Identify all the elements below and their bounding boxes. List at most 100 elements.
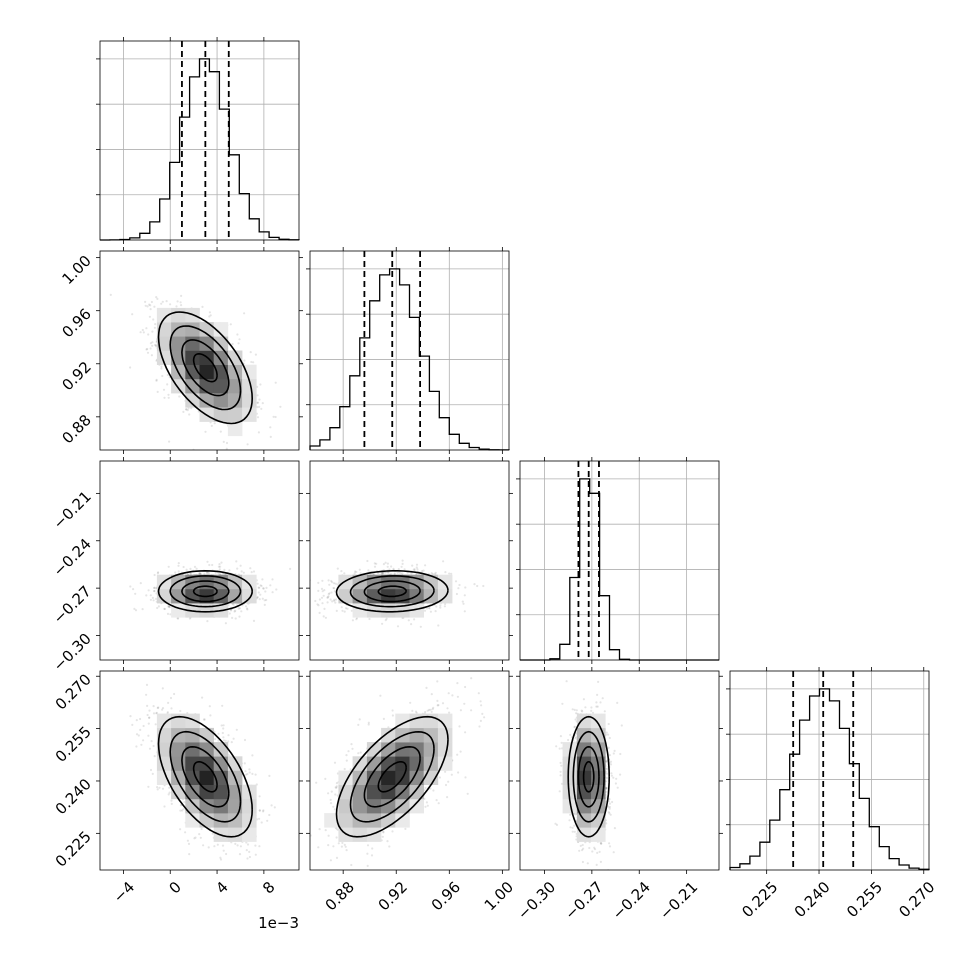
contour-level-2 xyxy=(349,575,435,608)
sample-point xyxy=(177,564,180,567)
sample-point xyxy=(237,342,240,345)
sample-point xyxy=(156,706,159,710)
panel-frame xyxy=(99,40,300,241)
sample-point xyxy=(317,581,320,585)
sample-point xyxy=(207,846,210,849)
sample-point xyxy=(229,609,233,612)
sample-point xyxy=(167,605,170,608)
density-cell xyxy=(156,588,172,604)
contour-level-2 xyxy=(169,575,242,608)
sample-point xyxy=(206,620,209,623)
sample-point xyxy=(166,612,170,616)
sample-point xyxy=(161,374,164,378)
sample-point xyxy=(367,569,370,572)
sample-point xyxy=(333,598,336,601)
panel-content xyxy=(109,293,282,450)
sample-point xyxy=(235,728,238,731)
sample-point xyxy=(386,571,389,574)
sample-point xyxy=(153,589,156,593)
sample-point xyxy=(165,300,168,303)
sample-point xyxy=(209,314,212,317)
sample-point xyxy=(155,379,158,382)
sample-point xyxy=(228,569,231,572)
sample-point xyxy=(153,586,156,590)
sample-point xyxy=(229,323,232,326)
sample-point xyxy=(381,572,384,575)
sample-point xyxy=(262,587,265,590)
sample-point xyxy=(401,562,404,566)
sample-point xyxy=(240,570,243,573)
sample-point xyxy=(320,587,324,591)
sample-point xyxy=(145,693,148,696)
sample-point xyxy=(463,610,466,613)
sample-point xyxy=(351,619,354,622)
sample-point xyxy=(245,607,249,610)
sample-point xyxy=(444,602,447,606)
sample-point xyxy=(430,572,433,575)
sample-point xyxy=(158,786,161,789)
sample-point xyxy=(209,714,212,717)
sample-point xyxy=(263,603,266,607)
contour-level-2 xyxy=(169,325,242,411)
sample-point xyxy=(358,568,361,571)
sample-point xyxy=(462,602,465,605)
sample-point xyxy=(142,331,145,334)
sample-point xyxy=(161,687,164,690)
density-cell xyxy=(227,421,243,437)
density-cell xyxy=(381,603,396,618)
scatter-panel-2-0 xyxy=(99,460,300,661)
sample-point xyxy=(314,599,317,603)
sample-point xyxy=(198,572,201,575)
sample-point xyxy=(201,305,204,308)
sample-point xyxy=(249,876,251,878)
density-cell xyxy=(242,393,257,408)
sample-point xyxy=(274,381,277,384)
sample-point xyxy=(151,341,154,344)
sample-point xyxy=(403,568,406,571)
sample-point xyxy=(380,571,384,575)
sample-point xyxy=(149,308,152,311)
sample-point xyxy=(204,430,207,433)
sample-point xyxy=(258,809,261,812)
sample-point xyxy=(328,592,331,595)
contour-level-1 xyxy=(181,339,230,397)
sample-point xyxy=(444,571,447,574)
sample-point xyxy=(251,772,254,776)
sample-point xyxy=(237,607,240,610)
panel-content xyxy=(129,683,276,878)
sample-point xyxy=(259,593,262,596)
sample-point xyxy=(133,607,136,611)
sample-point xyxy=(180,304,183,307)
sample-point xyxy=(416,568,419,571)
sample-point xyxy=(139,582,142,585)
sample-point xyxy=(243,738,247,742)
sample-point xyxy=(167,793,170,796)
sample-point xyxy=(322,615,325,618)
scatter-panel-3-0 xyxy=(99,670,300,878)
sample-point xyxy=(208,311,211,314)
sample-point xyxy=(179,804,182,807)
sample-point xyxy=(160,365,163,368)
sample-point xyxy=(390,565,393,568)
sample-point xyxy=(169,303,172,306)
sample-point xyxy=(388,568,391,571)
sample-point xyxy=(355,618,358,621)
sample-point xyxy=(153,586,156,589)
sample-point xyxy=(433,572,436,575)
sample-point xyxy=(323,589,326,592)
panel-content xyxy=(310,559,485,628)
density-cell xyxy=(171,322,186,337)
sample-point xyxy=(274,415,277,419)
sample-point xyxy=(261,578,264,581)
contour-level-1 xyxy=(363,580,421,603)
sample-point xyxy=(413,568,416,571)
density-cell xyxy=(199,336,214,351)
sample-point xyxy=(411,564,414,567)
sample-point xyxy=(320,596,324,599)
sample-point xyxy=(208,315,211,318)
sample-point xyxy=(219,430,222,433)
sample-point xyxy=(257,586,260,589)
sample-point xyxy=(156,390,159,393)
sample-point xyxy=(455,592,458,596)
sample-point xyxy=(439,606,442,609)
